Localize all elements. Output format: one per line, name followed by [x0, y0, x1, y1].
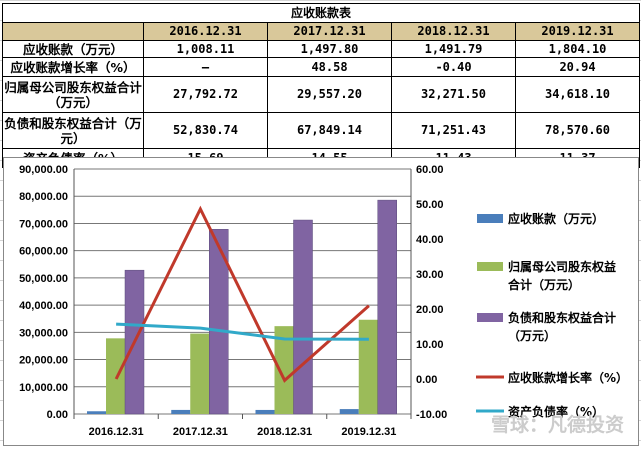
right-tick-label: 50.00 [416, 199, 444, 211]
table-cell[interactable]: 52,830.74 [143, 112, 268, 149]
table-cell[interactable]: -0.40 [391, 57, 516, 77]
line-series[interactable] [116, 322, 369, 341]
legend-label: 资产负债率（%） [508, 404, 604, 419]
bar[interactable] [377, 199, 397, 415]
header-cell[interactable]: 2016.12.31 [143, 22, 268, 41]
table-cell[interactable]: 27,792.72 [143, 76, 268, 113]
x-tick-label: 2017.12.31 [173, 426, 228, 438]
right-tick-label: 60.00 [416, 164, 444, 176]
legend-label-text: （万元） [508, 328, 556, 343]
legend-swatch [477, 262, 503, 271]
legend-label-text: 合计（万元） [508, 277, 580, 292]
left-tick-label: 70,000.00 [19, 218, 68, 230]
row-label[interactable]: 归属母公司股东权益合计（万元） [2, 76, 144, 113]
left-tick-label: 50,000.00 [19, 273, 68, 285]
right-tick-label: 30.00 [416, 269, 444, 281]
legend-label: 应收账款（万元） [508, 211, 604, 226]
legend-swatch [477, 313, 503, 322]
left-tick-label: 90,000.00 [19, 164, 68, 176]
table-cell[interactable]: 1,497.80 [267, 40, 392, 58]
x-tick-label: 2019.12.31 [341, 426, 396, 438]
left-tick-label: 20,000.00 [19, 355, 68, 367]
row-label[interactable]: 应收账款（万元） [2, 40, 144, 58]
legend-label: 负债和股东权益合计 （万元） [508, 310, 616, 343]
receivables-table: 应收账款表 2016.12.31 2017.12.31 2018.12.31 2… [2, 3, 640, 168]
bar[interactable] [358, 319, 378, 414]
table-cell[interactable]: 1,491.79 [391, 40, 516, 58]
row-label[interactable]: 负债和股东权益合计（万元） [2, 112, 144, 149]
table-row: 归属母公司股东权益合计（万元） 27,792.72 29,557.20 32,271.… [2, 76, 640, 113]
table-cell[interactable]: 67,849.14 [267, 112, 392, 149]
legend-swatch [477, 214, 503, 223]
table-cell[interactable]: 78,570.60 [515, 112, 640, 149]
legend: 应收账款（万元） 归属母公司股东权益合计（万元） 负债和股东权益合计 （万元） 应收账款… [476, 211, 628, 419]
bar[interactable] [209, 229, 229, 415]
row-label[interactable]: 应收账款增长率（%） [2, 57, 144, 77]
left-tick-label: 80,000.00 [19, 191, 68, 203]
header-cell[interactable]: 2017.12.31 [267, 22, 392, 41]
bar[interactable] [274, 326, 294, 414]
bar[interactable] [190, 333, 210, 414]
right-tick-label: 20.00 [416, 304, 444, 316]
bar[interactable] [339, 409, 359, 414]
left-tick-label: 30,000.00 [19, 327, 68, 339]
bar[interactable] [171, 409, 191, 414]
header-blank[interactable] [2, 22, 144, 41]
combo-chart[interactable]: 0.00 10,000.00 20,000.00 30,000.00 40,000.00… [3, 157, 639, 446]
table-cell[interactable]: 29,557.20 [267, 76, 392, 113]
table-cell[interactable]: 20.94 [515, 57, 640, 77]
left-tick-label: 0.00 [47, 409, 68, 421]
line-series[interactable] [114, 205, 370, 383]
left-tick-label: 60,000.00 [19, 246, 68, 258]
bar[interactable] [293, 219, 313, 415]
left-tick-label: 10,000.00 [19, 382, 68, 394]
table-cell[interactable]: 48.58 [267, 57, 392, 77]
table-cell[interactable]: 32,271.50 [391, 76, 516, 113]
chart-svg: 0.00 10,000.00 20,000.00 30,000.00 40,000.00… [19, 164, 628, 438]
right-tick-label: 40.00 [416, 234, 444, 246]
bar[interactable] [106, 338, 125, 414]
bar[interactable] [255, 409, 275, 414]
table-title: 应收账款表 [2, 3, 640, 23]
table-cell[interactable]: 34,618.10 [515, 76, 640, 113]
bar[interactable] [87, 411, 106, 414]
x-tick-label: 2018.12.31 [257, 426, 312, 438]
table-cell[interactable]: 1,008.11 [143, 40, 268, 58]
table-cell[interactable]: 71,251.43 [391, 112, 516, 149]
left-tick-label: 40,000.00 [19, 300, 68, 312]
header-cell[interactable]: 2019.12.31 [515, 22, 640, 41]
table-row: 应收账款增长率（%） —48.58 -0.40 20.94 [2, 57, 640, 77]
table-row: 负债和股东权益合计（万元） 52,830.74 67,849.14 71,251.43… [2, 112, 640, 149]
table-row: 应收账款（万元） 1,008.11 1,497.80 1,491.79 1,804.10 [2, 40, 640, 58]
table-cell[interactable]: 1,804.10 [515, 40, 640, 58]
right-tick-label: 10.00 [416, 339, 444, 351]
right-tick-label: 0.00 [416, 374, 437, 386]
legend-label: 应收账款增长率（%） [508, 370, 628, 385]
header-cell[interactable]: 2018.12.31 [391, 22, 516, 41]
right-tick-label: -10.00 [416, 409, 447, 421]
x-tick-label: 2016.12.31 [89, 426, 144, 438]
legend-label: 归属母公司股东权益合计（万元） [508, 259, 616, 292]
table-cell[interactable]: — [143, 57, 268, 77]
legend-label-text: 负债和股东权益合计 [508, 310, 616, 325]
watermark: 雪球：凡德投资 [490, 414, 624, 436]
legend-label-text: 归属母公司股东权益 [508, 259, 616, 274]
